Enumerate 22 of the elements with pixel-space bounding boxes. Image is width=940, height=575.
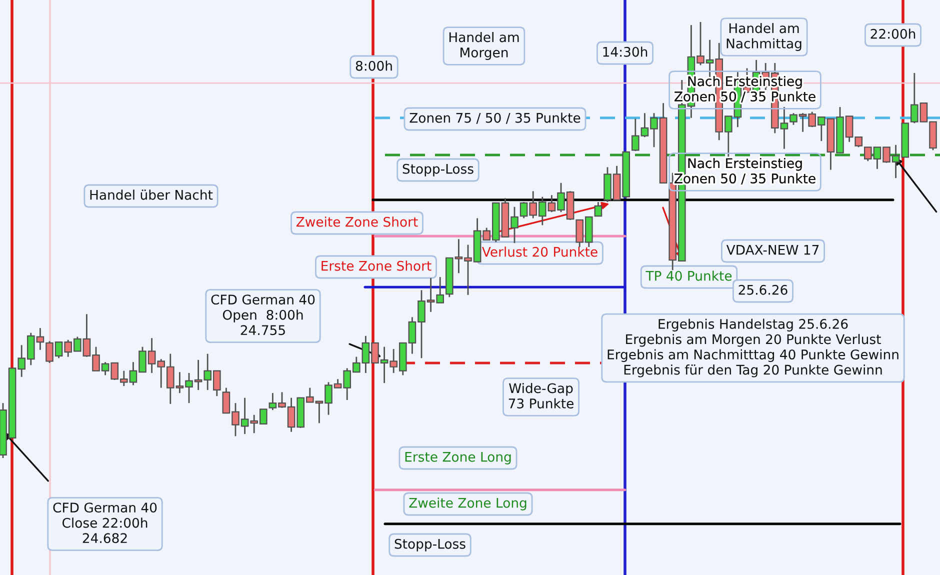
annotation: Wide-Gap 73 Punkte [508,382,574,408]
annotation: CFD German 40 Open 8:00h 24.755 [211,294,315,336]
annotation: Erste Zone Long [405,452,511,464]
ref-line-label: Zweite Zone Long [409,498,526,510]
annotation: Verlust 20 Punkte [482,246,598,257]
annotation: 25.6.26 [738,284,788,295]
annotation: Handel am Nachmittag [726,22,802,52]
annotation: Handel über Nacht [90,190,213,200]
annotation: VDAX-NEW 17 [726,245,819,255]
annotation: 8:00h [356,60,392,71]
ref-line-label: Zonen 75 / 50 / 35 Punkte [410,112,580,124]
text: CFD German 40 Close 22:00h 24.682 [53,502,157,544]
annotation: Ergebnis Handelstag 25.6.26 Ergebnis am Morgen 20 Punkte Verlust Ergebnis am Nachmitttag 40 Punkte Gewinn Ergebnis für den Tag 20 Punkte Gewinn [608,318,898,378]
annotation: 22:00h [870,28,916,39]
annotation: 14:30h [603,46,648,57]
ref-line-label: Zweite Zone Short [296,216,418,227]
ref-line-label: Erste Zone Short [322,260,432,271]
ref-line-label: Stopp-Loss [402,164,474,176]
ref-line-label: Stopp-Loss [394,538,466,552]
annotation: Handel am Morgen [449,32,519,60]
candlestick [594,201,602,217]
annotation: TP 40 Punkte [646,270,732,281]
